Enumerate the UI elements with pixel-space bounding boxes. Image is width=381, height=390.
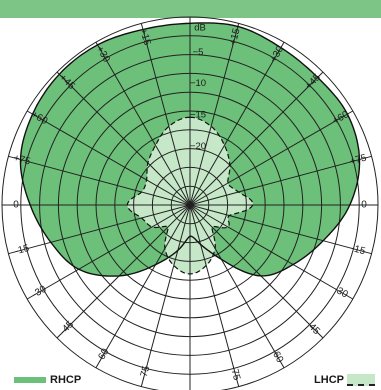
angle-tick-label: -60: [95, 346, 112, 364]
grid-spoke: [189, 204, 240, 387]
angle-tick-label: +15: [228, 27, 243, 47]
angle-tick-label: 0: [13, 200, 19, 211]
legend-rhcp: RHCP: [14, 374, 82, 386]
grid-spoke: [189, 41, 285, 206]
angle-tick-label: -75: [228, 365, 242, 382]
grid-spoke: [189, 110, 354, 206]
grid-spoke: [140, 23, 191, 206]
grid-spoke: [26, 110, 191, 206]
grid-spoke: [189, 204, 324, 339]
angle-tick-label: +75: [12, 153, 32, 168]
angle-tick-label: -15: [350, 243, 367, 257]
radial-unit-label: dB: [194, 23, 206, 34]
angle-tick-label: -75: [138, 364, 152, 381]
grid-spoke: [189, 71, 324, 206]
grid-spoke: [8, 155, 191, 206]
legend-label-lhcp: LHCP: [314, 374, 344, 386]
radial-tick-label: −5: [193, 47, 204, 58]
angle-tick-label: -15: [14, 243, 31, 257]
top-color-band: [0, 0, 381, 18]
radial-tick-label: −20: [190, 141, 206, 152]
grid-spoke: [95, 41, 191, 206]
grid-spoke: [189, 23, 240, 206]
legend-label-rhcp: RHCP: [50, 374, 82, 386]
angle-tick-label: -30: [332, 284, 350, 301]
grid-spoke: [8, 204, 191, 255]
grid-spoke: [189, 204, 372, 255]
angle-tick-label: -30: [30, 284, 48, 301]
grid-spoke: [56, 204, 191, 339]
grid-spoke: [140, 204, 191, 387]
grid-spoke: [189, 204, 285, 369]
series-lhcp-outline: [126, 116, 254, 275]
angle-tick-label: -60: [269, 347, 286, 365]
radial-tick-label: −10: [190, 78, 206, 89]
legend-swatch-lhcp: [347, 374, 375, 386]
legend-lhcp: LHCP: [314, 374, 375, 386]
radial-tick-label: −15: [190, 110, 206, 121]
grid-spoke: [189, 204, 354, 300]
grid-spoke: [56, 71, 191, 206]
legend-swatch-rhcp: [14, 377, 46, 383]
angle-tick-label: 0: [361, 200, 367, 211]
grid-spoke: [189, 155, 372, 206]
series-rhcp-outline: [19, 22, 361, 277]
grid-spoke: [95, 204, 191, 369]
angle-tick-label: +75: [349, 153, 369, 168]
grid-spoke: [26, 204, 191, 300]
angle-tick-label: +15: [137, 27, 152, 47]
